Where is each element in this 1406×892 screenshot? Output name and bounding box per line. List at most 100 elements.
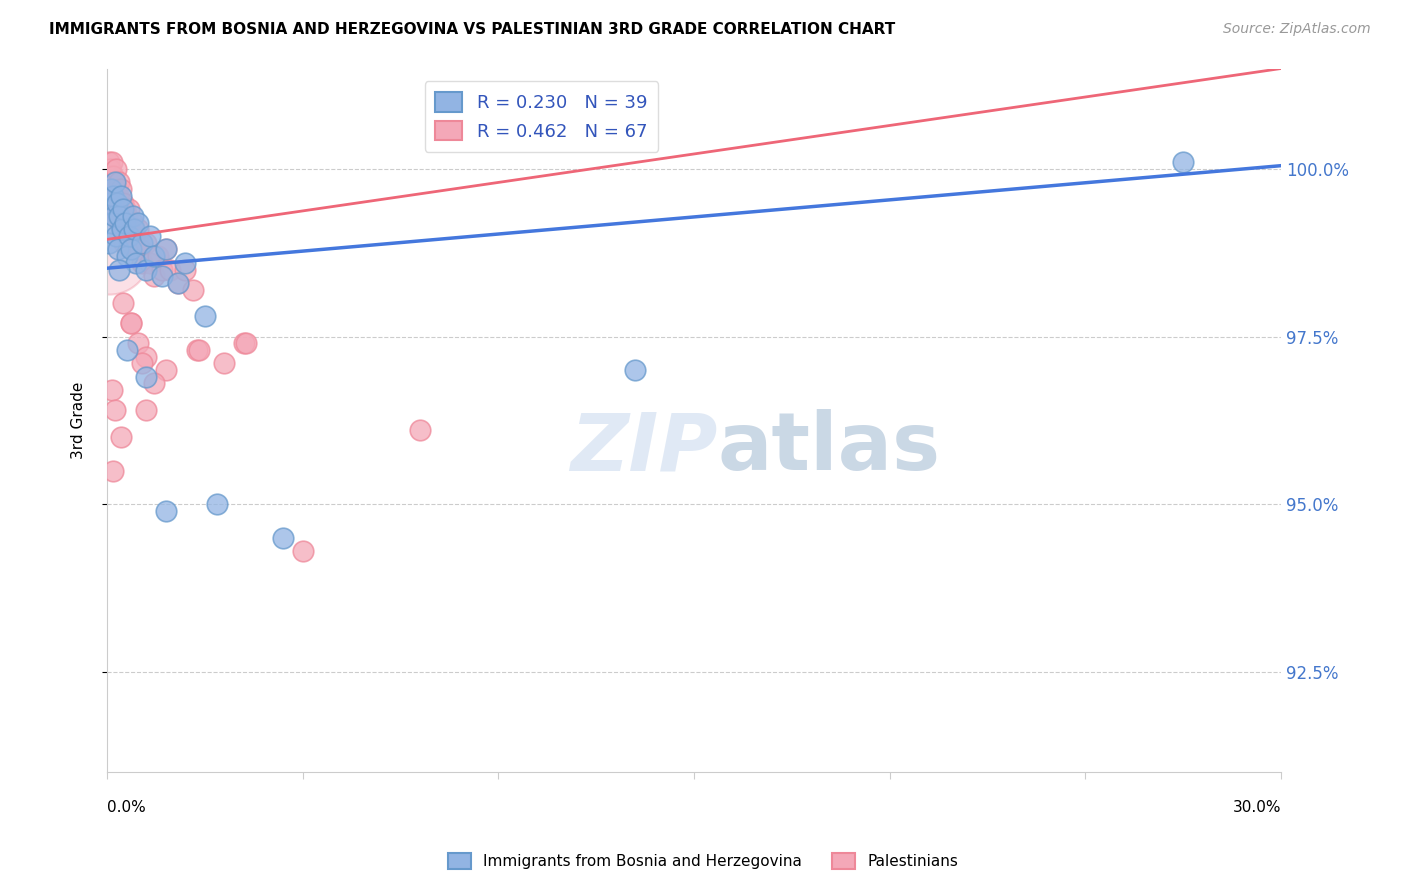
Point xyxy=(139,256,162,270)
Point xyxy=(98,161,121,176)
Point xyxy=(100,182,122,196)
Point xyxy=(117,229,139,244)
Point xyxy=(104,176,127,190)
Point xyxy=(155,243,177,257)
Point xyxy=(108,262,131,277)
Point xyxy=(101,189,124,203)
Point xyxy=(235,336,257,351)
Point xyxy=(135,350,157,364)
Point xyxy=(115,343,138,357)
Point xyxy=(624,363,647,377)
Point xyxy=(120,316,142,330)
Point xyxy=(100,383,122,397)
Point xyxy=(135,369,157,384)
Point xyxy=(115,209,138,223)
Point xyxy=(100,176,122,190)
Point xyxy=(111,195,134,210)
Point xyxy=(131,356,153,370)
Point xyxy=(101,464,124,478)
Point xyxy=(97,245,120,260)
Point xyxy=(105,182,128,196)
Point xyxy=(103,195,125,210)
Text: 30.0%: 30.0% xyxy=(1233,800,1281,815)
Point xyxy=(118,222,141,236)
Point xyxy=(155,504,177,518)
Point xyxy=(150,262,173,277)
Point xyxy=(174,262,197,277)
Point xyxy=(159,262,181,277)
Point xyxy=(105,195,128,210)
Point xyxy=(174,256,197,270)
Point xyxy=(194,310,217,324)
Point xyxy=(104,403,127,417)
Text: atlas: atlas xyxy=(717,409,941,487)
Point xyxy=(110,182,132,196)
Point xyxy=(129,243,152,257)
Point xyxy=(131,235,153,250)
Point xyxy=(150,269,173,284)
Point xyxy=(110,202,132,217)
Point xyxy=(205,497,228,511)
Point xyxy=(146,249,169,263)
Text: IMMIGRANTS FROM BOSNIA AND HERZEGOVINA VS PALESTINIAN 3RD GRADE CORRELATION CHAR: IMMIGRANTS FROM BOSNIA AND HERZEGOVINA V… xyxy=(49,22,896,37)
Point xyxy=(121,209,143,223)
Point xyxy=(115,222,138,236)
Point xyxy=(97,155,120,169)
Point xyxy=(166,276,188,290)
Point xyxy=(114,202,136,217)
Point xyxy=(112,235,135,250)
Point xyxy=(155,363,177,377)
Point xyxy=(111,296,134,310)
Point xyxy=(107,189,129,203)
Point xyxy=(120,235,142,250)
Point xyxy=(125,243,148,257)
Point xyxy=(108,209,131,223)
Text: 0.0%: 0.0% xyxy=(107,800,146,815)
Point xyxy=(98,169,121,183)
Point xyxy=(155,243,177,257)
Point xyxy=(112,216,135,230)
Text: Source: ZipAtlas.com: Source: ZipAtlas.com xyxy=(1223,22,1371,37)
Point xyxy=(104,161,127,176)
Point xyxy=(98,235,121,250)
Point xyxy=(127,336,149,351)
Point xyxy=(124,229,146,244)
Point xyxy=(143,269,166,284)
Point xyxy=(111,202,134,217)
Point xyxy=(105,209,128,223)
Point xyxy=(120,243,142,257)
Point xyxy=(125,256,148,270)
Point xyxy=(100,216,122,230)
Point xyxy=(103,176,125,190)
Point xyxy=(131,256,153,270)
Point xyxy=(98,195,121,210)
Point xyxy=(105,202,128,217)
Point xyxy=(139,229,162,244)
Point xyxy=(117,229,139,244)
Point xyxy=(108,195,131,210)
Point xyxy=(115,249,138,263)
Point xyxy=(117,202,139,217)
Point xyxy=(409,423,432,437)
Point xyxy=(188,343,211,357)
Point xyxy=(101,189,124,203)
Point xyxy=(233,336,256,351)
Point xyxy=(110,430,132,444)
Point xyxy=(111,222,134,236)
Point xyxy=(135,262,157,277)
Point xyxy=(291,544,314,558)
Point xyxy=(127,222,149,236)
Point xyxy=(104,189,127,203)
Point xyxy=(135,235,157,250)
Legend: R = 0.230   N = 39, R = 0.462   N = 67: R = 0.230 N = 39, R = 0.462 N = 67 xyxy=(425,81,658,152)
Point xyxy=(100,155,122,169)
Point xyxy=(127,216,149,230)
Point xyxy=(135,403,157,417)
Point xyxy=(120,316,142,330)
Point xyxy=(101,169,124,183)
Point xyxy=(110,189,132,203)
Point xyxy=(108,216,131,230)
Point xyxy=(181,283,204,297)
Point xyxy=(107,243,129,257)
Point xyxy=(143,376,166,391)
